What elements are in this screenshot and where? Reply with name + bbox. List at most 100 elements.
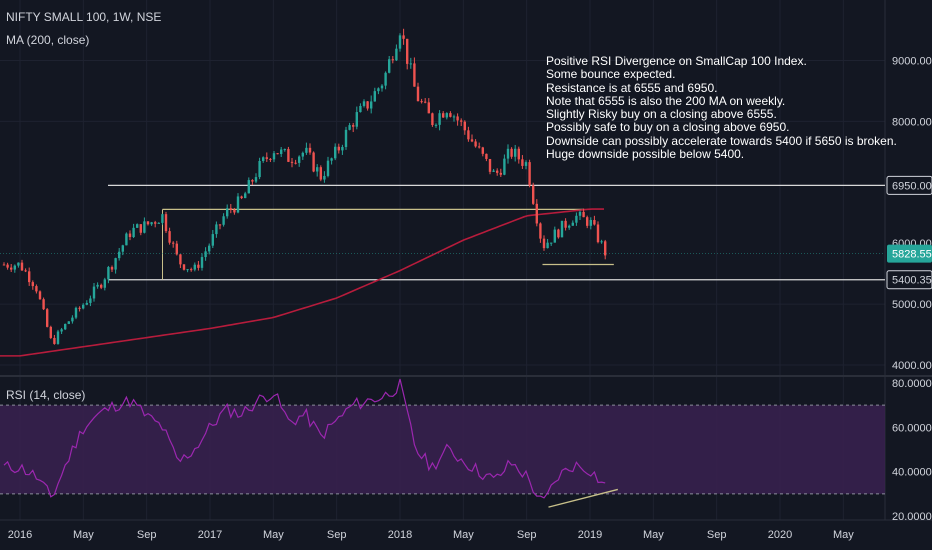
candle-body [341, 146, 344, 151]
candle-body [280, 149, 283, 154]
candle-body [118, 251, 121, 259]
candle-body [442, 113, 445, 118]
candle-body [330, 158, 333, 161]
note-line: Possibly safe to buy on a closing above … [546, 120, 790, 135]
candle-body [514, 148, 517, 157]
candle-body [377, 88, 380, 92]
candle-body [85, 302, 88, 305]
candle-body [6, 264, 9, 268]
candle-body [578, 211, 582, 216]
candle-body [478, 146, 481, 148]
note-line: Resistance is at 6555 and 6950. [546, 80, 718, 95]
candle-body [366, 101, 369, 109]
candle-body [298, 156, 301, 163]
time-tick-label: May [263, 529, 284, 541]
candle-body [146, 221, 150, 225]
candle-body [208, 245, 211, 252]
candle-body [38, 291, 42, 300]
rsi-tick-label: 40.0000 [892, 467, 932, 479]
candle-body [265, 157, 268, 159]
candle-body [24, 270, 27, 272]
price-label-box [886, 175, 932, 195]
candle-body [272, 153, 276, 160]
candle-body [452, 116, 456, 118]
ma-legend: MA (200, close) [6, 33, 90, 47]
candle-body [254, 177, 258, 182]
candle-body [53, 337, 56, 344]
candle-body [413, 63, 416, 87]
candle-body [78, 307, 81, 309]
candle-body [287, 149, 290, 162]
price-tick-label: 5000.00 [892, 299, 932, 311]
price-label-box [886, 270, 932, 290]
candle-body [316, 167, 319, 172]
candle-body [258, 160, 261, 178]
analysis-note: Positive RSI Divergence on SmallCap 100 … [546, 54, 897, 162]
time-tick-label: 2017 [198, 529, 222, 541]
candle-body [132, 227, 135, 238]
candle-body [215, 224, 218, 235]
candle-body [168, 231, 171, 243]
candle-body [172, 242, 175, 244]
candle-body [528, 162, 531, 186]
candle-body [467, 130, 470, 140]
candle-body [154, 222, 157, 224]
candle-body [517, 148, 520, 160]
candle-body [370, 101, 373, 109]
candle-body [596, 224, 600, 243]
candle-body [521, 159, 524, 166]
candle-body [204, 251, 207, 258]
candle-body [251, 180, 254, 182]
candle-body [301, 152, 304, 157]
rsi-divergence-line [548, 488, 619, 508]
price-tick-label: 8000.00 [892, 116, 932, 128]
candle-body [136, 224, 139, 228]
candle-body [553, 229, 556, 243]
candle-body [398, 35, 402, 49]
candle-body [233, 209, 236, 213]
candle-body [175, 243, 178, 255]
rsi-band [0, 405, 885, 494]
candle-body [319, 167, 322, 180]
candle-body [560, 220, 564, 238]
candle-body [100, 284, 103, 288]
candle-body [186, 269, 189, 271]
candle-body [150, 222, 153, 225]
candle-body [362, 101, 366, 106]
price-level-label: 5828.55 [892, 249, 932, 261]
candle-body [42, 299, 45, 310]
candle-body [445, 113, 448, 118]
candle-body [110, 267, 114, 270]
candle-body [416, 86, 420, 102]
candle-body [114, 258, 117, 270]
candle-body [427, 102, 430, 114]
candle-body [20, 262, 24, 271]
candle-body [244, 193, 247, 199]
candle-body [60, 329, 63, 332]
candle-body [92, 286, 96, 299]
candle-body [276, 153, 279, 155]
candle-body [582, 211, 585, 218]
candle-body [269, 158, 272, 160]
candle-body [395, 48, 398, 61]
candle-body [604, 241, 607, 256]
note-line: Huge downside possible below 5400. [546, 147, 745, 162]
candle-body [13, 265, 16, 270]
candle-body [89, 298, 92, 303]
candle-body [190, 269, 193, 271]
candle-body [344, 129, 348, 147]
candle-body [161, 214, 164, 223]
candle-body [31, 282, 34, 287]
symbol-title: NIFTY SMALL 100, 1W, NSE [6, 10, 162, 24]
candle-body [121, 245, 124, 252]
candle-body [337, 146, 340, 151]
candle-body [326, 160, 330, 176]
candle-body [103, 279, 106, 288]
candle-body [236, 196, 240, 213]
candle-body [492, 170, 495, 172]
candle-body [283, 149, 286, 151]
candle-body [125, 233, 128, 246]
candle-body [542, 238, 546, 249]
candle-body [157, 222, 160, 224]
candle-body [532, 185, 535, 204]
